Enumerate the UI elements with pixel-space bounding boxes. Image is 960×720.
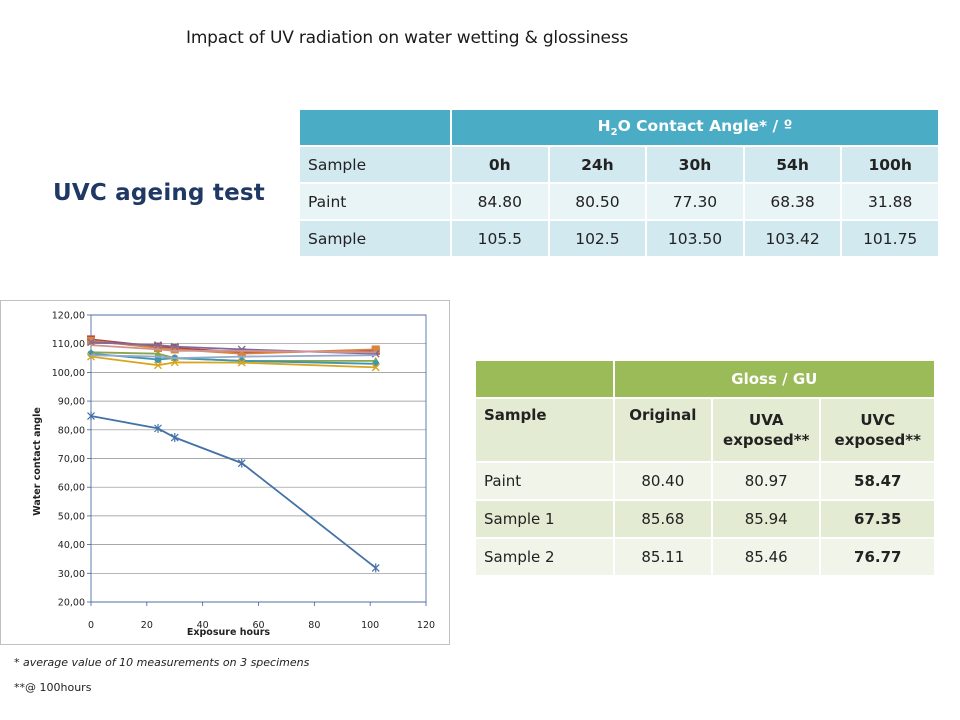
footnote-hours: **@ 100hours (14, 681, 92, 694)
contact-cell: 68.38 (744, 184, 841, 219)
contact-cell: 84.80 (452, 184, 548, 219)
contact-header-suffix: O Contact Angle* / º (617, 116, 793, 135)
gloss-cell: 80.97 (713, 463, 820, 499)
series-line-8 (90, 354, 376, 360)
x-tick-label: 100 (361, 620, 379, 631)
x-tick-label: 20 (141, 620, 153, 631)
data-point (87, 336, 95, 345)
contact-row-label: Sample (300, 221, 450, 256)
data-point (154, 341, 162, 350)
data-point (371, 563, 380, 573)
y-tick-label: 20,00 (58, 598, 85, 609)
contact-col-100h: 100h (842, 147, 938, 182)
y-tick-label: 80,00 (58, 425, 85, 436)
x-tick-label: 40 (197, 620, 209, 631)
gloss-cell: 85.46 (713, 539, 820, 575)
gloss-cell: 80.40 (614, 463, 712, 499)
contact-cell: 103.42 (744, 221, 841, 256)
contact-cell: 105.5 (452, 221, 548, 256)
chart-ticks: 20,00 30,00 40,00 50,00 60,00 70,00 80,00 90,00… (52, 311, 435, 632)
contact-col-30h: 30h (647, 147, 743, 182)
x-axis-label: Exposure hours (187, 627, 271, 638)
contact-col-0h: 0h (452, 147, 548, 182)
contact-cell: 80.50 (549, 184, 646, 219)
contact-cell: 103.50 (647, 221, 743, 256)
contact-col-sample: Sample (300, 147, 450, 182)
gloss-row-label: Sample 1 (476, 501, 613, 537)
slide-title: Impact of UV radiation on water wetting … (186, 28, 629, 48)
gloss-table: Gloss / GU Sample Original UVA exposed**… (474, 359, 936, 577)
gloss-col-uvc: UVC exposed** (821, 399, 934, 461)
gloss-cell: 85.94 (713, 501, 820, 537)
contact-col-54h: 54h (744, 147, 841, 182)
data-point (154, 355, 162, 363)
data-point (87, 411, 95, 421)
y-tick-label: 30,00 (58, 569, 85, 580)
y-tick-label: 120,00 (52, 311, 85, 322)
contact-cell: 31.88 (842, 184, 938, 219)
contact-table-header: H2O Contact Angle* / º (452, 110, 938, 145)
data-point (371, 363, 380, 372)
contact-cell: 101.75 (842, 221, 938, 256)
y-tick-label: 40,00 (58, 540, 85, 551)
data-point (237, 458, 246, 468)
data-point (237, 358, 246, 367)
data-point (154, 349, 162, 357)
gloss-col-uva: UVA exposed** (713, 399, 820, 461)
contact-header-sub: 2 (610, 127, 618, 139)
gloss-row-label: Sample 2 (476, 539, 613, 575)
data-point (154, 361, 162, 370)
contact-row-label: Paint (300, 184, 450, 219)
contact-cell: 102.5 (549, 221, 646, 256)
y-tick-label: 70,00 (58, 454, 85, 465)
chart-series (87, 335, 380, 573)
data-point (87, 352, 95, 361)
series-line-9 (90, 344, 376, 354)
y-tick-label: 60,00 (58, 483, 85, 494)
gloss-table-corner (476, 361, 613, 397)
gloss-cell: 85.68 (614, 501, 712, 537)
y-tick-label: 110,00 (52, 339, 85, 350)
data-point (170, 433, 179, 443)
contact-header-prefix: H (597, 116, 611, 135)
gloss-cell-uvc: 76.77 (821, 539, 934, 575)
gloss-cell-uvc: 67.35 (821, 501, 934, 537)
footnote-average: * average value of 10 measurements on 3 … (14, 656, 310, 669)
gloss-col-sample: Sample (476, 399, 613, 461)
contact-cell: 77.30 (647, 184, 743, 219)
section-title: UVC ageing test (53, 180, 265, 206)
x-tick-label: 80 (308, 620, 320, 631)
data-point (170, 358, 179, 367)
y-tick-label: 100,00 (52, 368, 85, 379)
gloss-cell-uvc: 58.47 (821, 463, 934, 499)
contact-table-corner (300, 110, 450, 145)
data-point (372, 360, 380, 368)
contact-col-24h: 24h (549, 147, 646, 182)
gloss-table-header: Gloss / GU (614, 361, 934, 397)
gloss-col-original: Original (614, 399, 712, 461)
data-point (170, 342, 179, 351)
x-tick-label: 0 (88, 620, 94, 631)
gloss-row-label: Paint (476, 463, 613, 499)
x-tick-label: 120 (417, 620, 435, 631)
x-tick-label: 60 (252, 620, 264, 631)
data-point (154, 423, 162, 433)
y-tick-label: 50,00 (58, 511, 85, 522)
gloss-cell: 85.11 (614, 539, 712, 575)
contact-angle-chart: 20,00 30,00 40,00 50,00 60,00 70,00 80,00 90,00… (0, 300, 450, 645)
contact-angle-table: H2O Contact Angle* / º Sample 0h 24h 30h… (298, 108, 940, 258)
y-axis-label: Water contact angle (32, 407, 43, 516)
y-tick-label: 90,00 (58, 397, 85, 408)
